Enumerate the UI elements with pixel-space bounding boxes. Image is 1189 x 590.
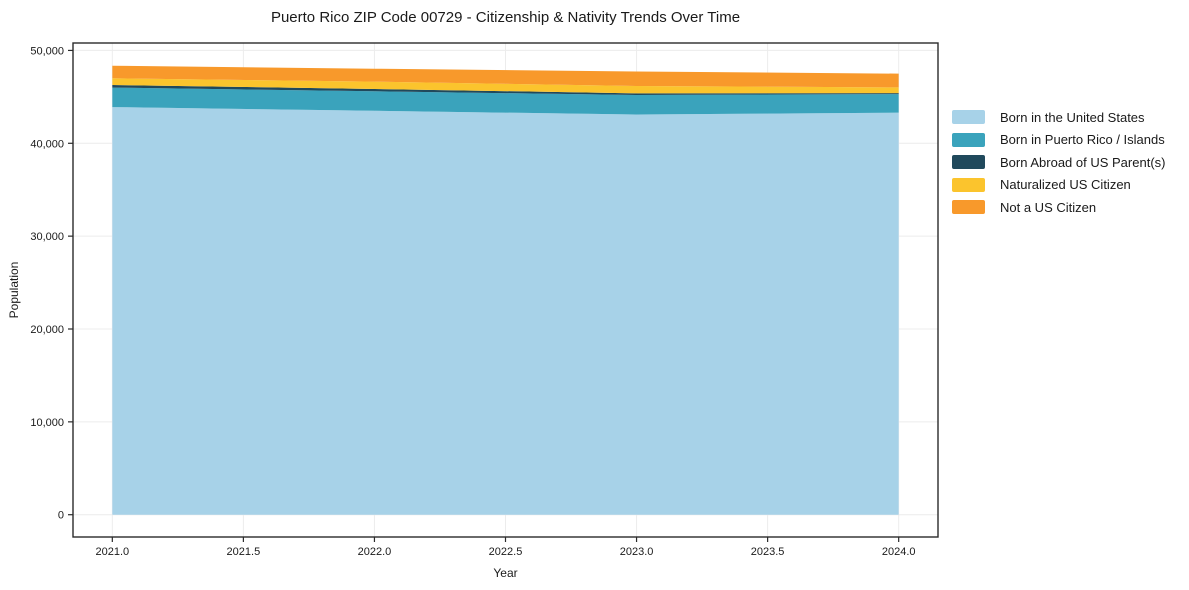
legend-swatch xyxy=(952,155,985,170)
legend-item: Born Abroad of US Parent(s) xyxy=(952,151,1165,174)
y-axis-label: Population xyxy=(7,261,21,319)
legend-swatch xyxy=(952,132,985,147)
area-series xyxy=(112,78,899,94)
legend-label: Born in Puerto Rico / Islands xyxy=(1000,132,1165,148)
x-axis-label: Year xyxy=(493,566,518,580)
area-series xyxy=(112,84,899,95)
area-series xyxy=(112,107,899,515)
y-tick-label: 50,000 xyxy=(30,45,64,57)
x-tick-label: 2022.0 xyxy=(358,546,392,558)
y-tick-label: 20,000 xyxy=(30,324,64,336)
area-series xyxy=(112,87,899,115)
y-tick-label: 40,000 xyxy=(30,138,64,150)
legend-label: Naturalized US Citizen xyxy=(1000,177,1131,193)
x-tick-label: 2023.5 xyxy=(751,546,785,558)
legend-swatch xyxy=(952,177,985,192)
legend-swatch xyxy=(952,110,985,125)
area-series xyxy=(112,65,899,88)
x-tick-label: 2023.0 xyxy=(620,546,654,558)
legend-item: Naturalized US Citizen xyxy=(952,174,1165,197)
legend: Born in the United States Born in Puerto … xyxy=(952,106,1165,219)
y-tick-label: 10,000 xyxy=(30,417,64,429)
legend-item: Not a US Citizen xyxy=(952,196,1165,219)
legend-label: Born in the United States xyxy=(1000,109,1145,125)
x-tick-label: 2022.5 xyxy=(489,546,523,558)
y-tick-label: 0 xyxy=(58,510,64,522)
chart-title: Puerto Rico ZIP Code 00729 - Citizenship… xyxy=(270,9,741,26)
x-tick-label: 2024.0 xyxy=(882,546,916,558)
y-tick-label: 30,000 xyxy=(30,231,64,243)
legend-item: Born in Puerto Rico / Islands xyxy=(952,129,1165,152)
legend-label: Born Abroad of US Parent(s) xyxy=(1000,154,1166,170)
legend-label: Not a US Citizen xyxy=(1000,199,1097,215)
legend-item: Born in the United States xyxy=(952,106,1165,129)
x-tick-label: 2021.0 xyxy=(95,546,129,558)
legend-swatch xyxy=(952,200,985,215)
x-tick-label: 2021.5 xyxy=(227,546,261,558)
